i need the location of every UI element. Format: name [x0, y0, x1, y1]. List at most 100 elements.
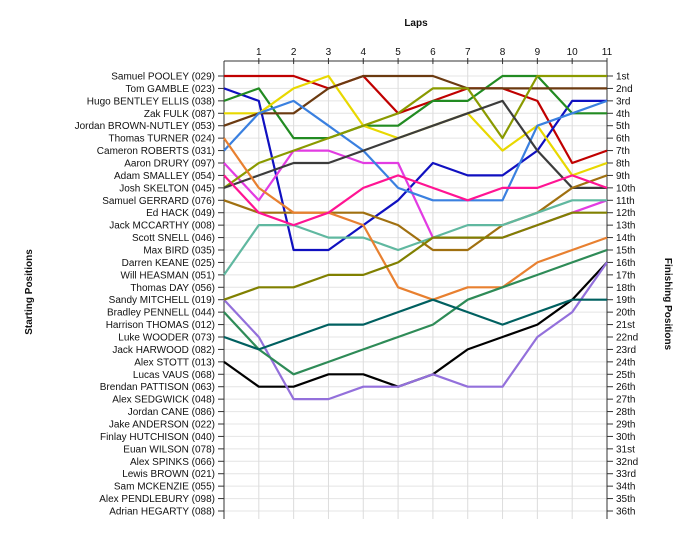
- driver-position-line: [224, 74, 608, 165]
- starting-position-label: Scott SNELL (046): [132, 233, 215, 244]
- finishing-position-label: 8th: [616, 159, 630, 170]
- starting-position-label: Aaron DRURY (097): [124, 159, 215, 170]
- starting-position-label: Jordan CANE (086): [128, 407, 215, 418]
- driver-position-line: [223, 74, 607, 127]
- driver-position-line: [223, 174, 608, 227]
- grid-lines: [224, 58, 608, 519]
- finishing-position-label: 7th: [616, 146, 630, 157]
- finishing-position-label: 2nd: [616, 84, 633, 95]
- finishing-position-label: 34th: [616, 482, 635, 493]
- finishing-position-label: 30th: [616, 432, 635, 443]
- starting-position-label: Thomas TURNER (024): [108, 134, 215, 145]
- starting-position-label: Alex SEDGWICK (048): [112, 395, 215, 406]
- finishing-position-label: 26th: [616, 382, 635, 393]
- finishing-position-label: 17th: [616, 270, 635, 281]
- starting-position-label: Tom GAMBLE (023): [126, 84, 215, 95]
- starting-position-label: Josh SKELTON (045): [119, 183, 215, 194]
- starting-position-label: Euan WILSON (078): [123, 444, 215, 455]
- finishing-position-label: 21st: [616, 320, 635, 331]
- finishing-position-label: 28th: [616, 407, 635, 418]
- starting-position-label: Adrian HEGARTY (088): [109, 507, 215, 518]
- x-tick-label: 2: [291, 47, 297, 58]
- finishing-position-label: 32nd: [616, 457, 638, 468]
- starting-position-label: Adam SMALLEY (054): [114, 171, 215, 182]
- x-tick-label: 6: [430, 47, 436, 58]
- finishing-position-label: 25th: [616, 370, 635, 381]
- starting-position-label: Jack MCCARTHY (008): [109, 221, 215, 232]
- finishing-position-label: 1st: [616, 72, 630, 83]
- starting-position-label: Cameron ROBERTS (031): [97, 146, 215, 157]
- finishing-position-label: 18th: [616, 283, 635, 294]
- starting-position-label: Max BIRD (035): [143, 246, 215, 257]
- starting-position-label: Jordan BROWN-NUTLEY (053): [75, 121, 215, 132]
- finishing-position-label: 15th: [616, 246, 635, 257]
- starting-position-label: Samuel GERRARD (076): [102, 196, 215, 207]
- starting-position-label: Alex SPINKS (066): [130, 457, 215, 468]
- starting-position-label: Alex PENDLEBURY (098): [99, 494, 215, 505]
- starting-position-label: Luke WOODER (073): [118, 333, 215, 344]
- axes: [218, 58, 613, 519]
- x-tick-label: 3: [326, 47, 332, 58]
- finishing-position-label: 4th: [616, 109, 630, 120]
- x-tick-label: 8: [500, 47, 506, 58]
- finishing-position-label: 3rd: [616, 96, 630, 107]
- driver-position-line: [223, 199, 607, 276]
- starting-position-label: Jake ANDERSON (022): [109, 420, 215, 431]
- driver-position-line: [223, 174, 608, 252]
- finishing-position-label: 20th: [616, 308, 635, 319]
- finishing-position-label: 11th: [616, 196, 635, 207]
- starting-position-label: Lucas VAUS (068): [133, 370, 215, 381]
- starting-position-label: Sam MCKENZIE (055): [114, 482, 215, 493]
- finishing-position-label: 35th: [616, 494, 635, 505]
- driver-position-line: [223, 137, 608, 301]
- starting-position-label: Brendan PATTISON (063): [100, 382, 215, 393]
- x-tick-label: 7: [465, 47, 471, 58]
- starting-position-label: Bradley PENNELL (044): [107, 308, 215, 319]
- starting-position-label: Alex STOTT (013): [134, 357, 215, 368]
- finishing-position-label: 6th: [616, 134, 630, 145]
- driver-position-line: [223, 248, 608, 376]
- finishing-position-label: 5th: [616, 121, 630, 132]
- starting-position-label: Zak FULK (087): [144, 109, 215, 120]
- finishing-position-label: 33rd: [616, 469, 636, 480]
- finishing-position-label: 29th: [616, 420, 635, 431]
- x-tick-label: 5: [395, 47, 401, 58]
- starting-position-label: Samuel POOLEY (029): [111, 72, 215, 83]
- finishing-position-label: 19th: [616, 295, 635, 306]
- left-axis-title: Starting Positions: [24, 249, 35, 335]
- driver-position-line: [223, 298, 607, 351]
- finishing-position-label: 31st: [616, 444, 635, 455]
- finishing-position-label: 27th: [616, 395, 635, 406]
- starting-position-label: Lewis BROWN (021): [122, 469, 215, 480]
- starting-position-label: Hugo BENTLEY ELLIS (038): [87, 96, 215, 107]
- starting-position-label: Will HEASMAN (051): [121, 270, 215, 281]
- finishing-position-label: 10th: [616, 183, 635, 194]
- finishing-position-label: 13th: [616, 221, 635, 232]
- labels: 1 2 3 4 5 6 7 8 9 10 11 Samuel POOLEY (029)Tom GAMB…: [75, 47, 639, 518]
- finishing-position-label: 24th: [616, 357, 635, 368]
- x-tick-label: 9: [535, 47, 541, 58]
- finishing-position-label: 23rd: [616, 345, 636, 356]
- right-axis-title: Finishing Positions: [662, 258, 673, 351]
- series-lines: [223, 74, 608, 401]
- finishing-position-label: 36th: [616, 507, 635, 518]
- x-tick-label: 10: [567, 47, 579, 58]
- finishing-position-label: 16th: [616, 258, 635, 269]
- finishing-position-label: 22nd: [616, 333, 638, 344]
- x-tick-label: 1: [256, 47, 262, 58]
- starting-position-label: Jack HARWOOD (082): [112, 345, 215, 356]
- finishing-position-label: 14th: [616, 233, 635, 244]
- starting-position-label: Darren KEANE (025): [122, 258, 215, 269]
- driver-position-line: [223, 74, 607, 140]
- driver-position-line: [223, 99, 607, 189]
- driver-position-line: [223, 99, 608, 202]
- starting-position-label: Thomas DAY (056): [130, 283, 215, 294]
- starting-position-label: Sandy MITCHELL (019): [109, 295, 215, 306]
- driver-position-line: [223, 261, 608, 401]
- starting-position-label: Finlay HUTCHISON (040): [100, 432, 215, 443]
- x-tick-label: 4: [360, 47, 366, 58]
- driver-position-line: [223, 74, 607, 189]
- driver-position-line: [223, 211, 607, 301]
